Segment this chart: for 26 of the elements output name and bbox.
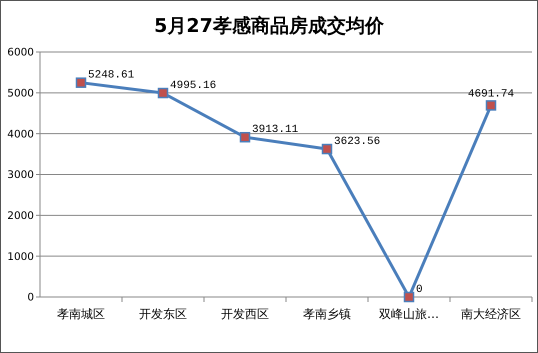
y-tick-label: 1000 bbox=[7, 250, 34, 263]
data-label: 3623.56 bbox=[334, 136, 380, 148]
y-tick-label: 6000 bbox=[7, 46, 34, 59]
data-label: 4691.74 bbox=[468, 88, 514, 100]
y-tick-label: 0 bbox=[27, 292, 34, 304]
x-tick-label: 孝南城区 bbox=[57, 307, 105, 321]
data-label: 5248.61 bbox=[88, 70, 135, 82]
point bbox=[240, 132, 250, 142]
y-tick-label: 2000 bbox=[7, 210, 34, 222]
y-tick-label: 4000 bbox=[7, 128, 34, 140]
point bbox=[158, 88, 168, 98]
point bbox=[76, 77, 86, 88]
x-tick-label: 南大经济区 bbox=[461, 307, 521, 321]
data-label: 0 bbox=[416, 284, 423, 296]
point bbox=[486, 100, 496, 111]
data-label: 3913.11 bbox=[252, 124, 299, 136]
chart-title: 5月27孝感商品房成交均价 bbox=[154, 15, 385, 37]
y-tick-label: 3000 bbox=[7, 169, 34, 182]
x-tick-label: 开发西区 bbox=[221, 307, 269, 321]
point bbox=[322, 144, 332, 154]
data-label: 4995.16 bbox=[170, 80, 216, 92]
x-tick-label: 孝南乡镇 bbox=[303, 307, 351, 321]
x-tick-label: 双峰山旅… bbox=[379, 307, 439, 321]
x-tick-label: 开发东区 bbox=[139, 307, 187, 321]
y-tick-label: 5000 bbox=[7, 88, 34, 100]
point bbox=[404, 292, 414, 302]
